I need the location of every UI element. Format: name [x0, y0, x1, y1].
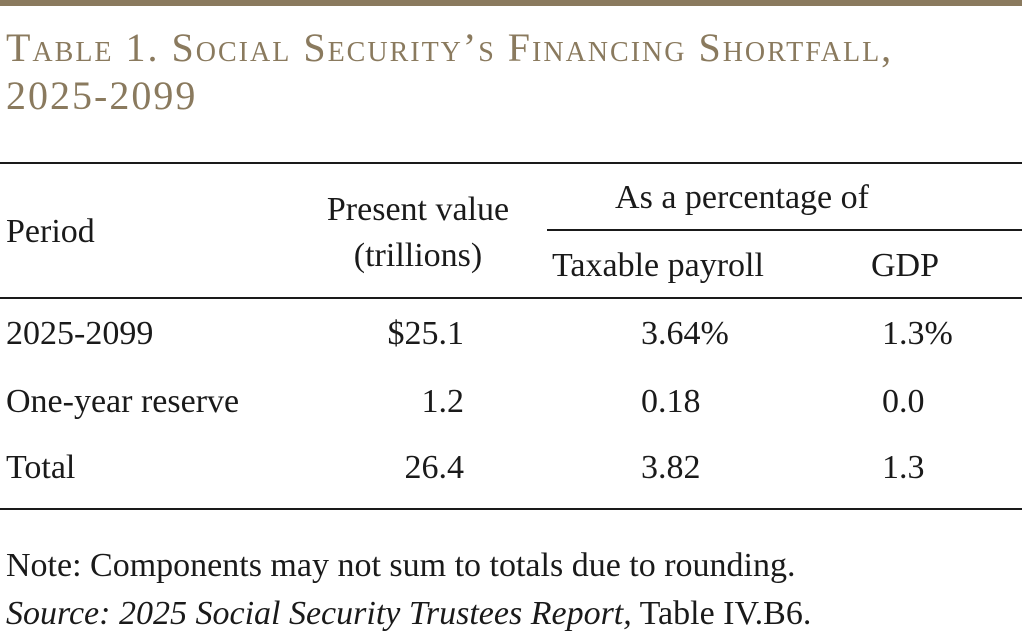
source-italic-text: Source: 2025 Social Security Trustees Re…: [6, 595, 632, 632]
header-bottom-rule: [0, 297, 1022, 299]
table-title-line2: 2025-2099: [6, 73, 198, 118]
percentage-group-rule: [547, 229, 1022, 231]
row-gdp: 1.3%: [882, 315, 953, 352]
header-present-value-line1: Present value: [326, 191, 510, 228]
header-gdp: GDP: [871, 247, 940, 284]
table-top-rule: [0, 162, 1022, 164]
row-taxable-payroll: 3.64%: [641, 315, 729, 352]
row-period: One-year reserve: [6, 383, 240, 420]
row-taxable-payroll: 0.18: [641, 383, 701, 420]
row-gdp: 0.0: [882, 383, 925, 420]
row-gdp: 1.3: [882, 449, 925, 486]
table-bottom-rule: [0, 508, 1022, 510]
header-taxable-payroll: Taxable payroll: [552, 247, 764, 284]
header-present-value-line2: (trillions): [353, 237, 483, 274]
table-title: Table 1. Social Security’s Financing Sho…: [6, 24, 1016, 120]
row-present-value: 26.4: [404, 449, 465, 486]
table-note: Note: Components may not sum to totals d…: [6, 547, 796, 584]
table-source: Source: 2025 Social Security Trustees Re…: [6, 594, 811, 634]
header-percentage-group: As a percentage of: [615, 179, 869, 216]
source-plain-text: Table IV.B6.: [631, 595, 812, 632]
row-period: Total: [6, 449, 76, 486]
row-present-value: 1.2: [421, 383, 465, 420]
row-present-value: $25.1: [387, 315, 465, 352]
row-taxable-payroll: 3.82: [641, 449, 701, 486]
header-period: Period: [6, 213, 95, 250]
row-period: 2025-2099: [6, 315, 154, 352]
top-accent-rule: [0, 0, 1022, 6]
table-title-line1: Table 1. Social Security’s Financing Sho…: [6, 25, 894, 70]
